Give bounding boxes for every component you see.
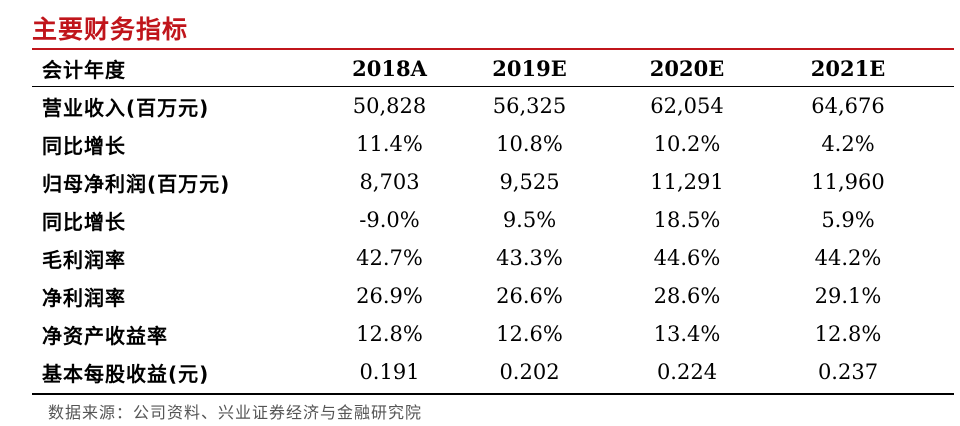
table-cell: 5.9% [821, 208, 875, 232]
table-title: 主要财务指标 [32, 15, 189, 44]
table-cell: 44.6% [653, 246, 721, 270]
row-label: 同比增长 [42, 209, 126, 234]
row-label: 毛利润率 [42, 247, 126, 272]
title-divider [32, 48, 954, 50]
table-cell: 11,291 [650, 170, 724, 194]
table-cell: 28.6% [653, 284, 721, 308]
table-cell: 4.2% [821, 132, 875, 156]
header-year: 2021E [810, 55, 886, 81]
table-cell: 26.9% [356, 284, 423, 308]
table-header-row: 会计年度 2018A 2019E 2020E 2021E [32, 50, 954, 87]
source-note: 数据来源：公司资料、兴业证券经济与金融研究院 [48, 403, 423, 422]
row-label: 净资产收益率 [42, 323, 168, 348]
table-cell: 43.3% [496, 246, 563, 270]
table-cell: 26.6% [496, 284, 563, 308]
table-cell: 12.8% [356, 322, 423, 346]
table-row: 归母净利润(百万元) 8,703 9,525 11,291 11,960 [32, 163, 954, 201]
table-row: 同比增长 -9.0% 9.5% 18.5% 5.9% [32, 201, 954, 239]
table-row: 净资产收益率 12.8% 12.6% 13.4% 12.8% [32, 315, 954, 353]
table-cell: 0.191 [359, 360, 420, 384]
table-cell: 11.4% [356, 132, 423, 156]
table-cell: 29.1% [814, 284, 882, 308]
table-row: 同比增长 11.4% 10.8% 10.2% 4.2% [32, 125, 954, 163]
header-year: 2020E [649, 55, 725, 81]
table-cell: 0.224 [656, 360, 718, 384]
row-label: 归母净利润(百万元) [42, 171, 231, 196]
table-cell: 0.202 [499, 360, 560, 384]
table-bottom-rule [32, 393, 954, 395]
header-year: 2018A [352, 55, 427, 81]
row-label: 净利润率 [42, 285, 126, 310]
table-cell: 9.5% [502, 208, 557, 232]
table-cell: 10.8% [496, 132, 563, 156]
table-row: 营业收入(百万元) 50,828 56,325 62,054 64,676 [32, 87, 954, 125]
table-cell: 12.6% [496, 322, 563, 346]
table-cell: 12.8% [814, 322, 882, 346]
table-cell: 62,054 [650, 94, 724, 118]
table-cell: 13.4% [653, 322, 721, 346]
table-row: 基本每股收益(元) 0.191 0.202 0.224 0.237 [32, 353, 954, 391]
table-cell: -9.0% [359, 208, 420, 232]
row-label: 基本每股收益(元) [42, 361, 210, 386]
table-cell: 18.5% [653, 208, 721, 232]
table-cell: 56,325 [492, 94, 567, 118]
table-cell: 10.2% [653, 132, 721, 156]
table-cell: 50,828 [352, 94, 427, 118]
table-cell: 9,525 [499, 170, 560, 194]
table-cell: 8,703 [359, 170, 420, 194]
table-cell: 11,960 [811, 170, 885, 194]
row-label: 营业收入(百万元) [42, 95, 210, 120]
table-cell: 44.2% [814, 246, 882, 270]
row-label: 同比增长 [42, 133, 126, 158]
table-cell: 0.237 [817, 360, 879, 384]
table-row: 净利润率 26.9% 26.6% 28.6% 29.1% [32, 277, 954, 315]
table-cell: 42.7% [356, 246, 423, 270]
table-cell: 64,676 [811, 94, 885, 118]
header-year: 2019E [492, 55, 567, 81]
table-row: 毛利润率 42.7% 43.3% 44.6% 44.2% [32, 239, 954, 277]
financial-table: 会计年度 2018A 2019E 2020E 2021E 营业收入(百万元) 5… [32, 50, 954, 391]
header-label: 会计年度 [42, 57, 126, 82]
